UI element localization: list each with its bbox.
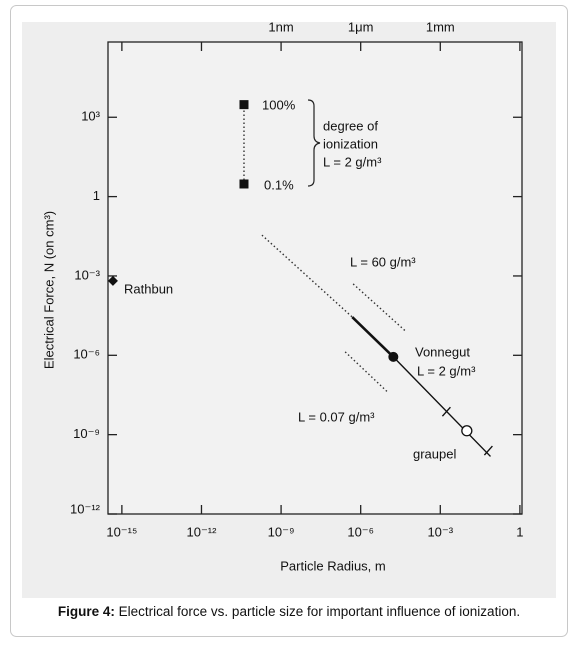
point-label: Vonnegut	[415, 344, 470, 359]
line-segment	[392, 356, 492, 457]
x2-tick-label: 1nm	[268, 19, 293, 34]
x-tick-label: 10⁻¹⁵	[106, 524, 137, 539]
y-tick-label: 10⁻¹²	[70, 501, 101, 516]
y-tick-label: 1	[93, 188, 100, 203]
y-axis-label: Electrical Force, N (on cm³)	[41, 211, 56, 369]
circle-marker	[461, 425, 473, 437]
y-tick-label: 10⁻³	[74, 267, 100, 282]
brace	[307, 99, 321, 187]
annotation: L = 2 g/m³	[417, 363, 476, 378]
circle-marker	[388, 351, 399, 362]
line-tick	[483, 445, 493, 456]
line-segment	[351, 316, 395, 358]
x-tick-label: 1	[516, 524, 523, 539]
x2-tick-label: 1mm	[426, 19, 455, 34]
x2-tick-label: 1μm	[348, 19, 374, 34]
point-label: 0.1%	[264, 177, 294, 192]
annotation: L = 2 g/m³	[323, 154, 382, 169]
point-label: graupel	[413, 446, 456, 461]
line-tick	[441, 406, 451, 417]
x-tick-label: 10⁻⁶	[347, 524, 374, 539]
line-segment	[261, 234, 353, 318]
y-tick-label: 10⁻⁹	[73, 426, 100, 441]
annotation: L = 60 g/m³	[350, 254, 416, 269]
point-label: Rathbun	[124, 281, 173, 296]
caption-label: Figure 4:	[58, 604, 115, 619]
y-tick-label: 10³	[81, 109, 100, 124]
caption: Figure 4: Electrical force vs. particle …	[58, 604, 520, 619]
annotation: ionization	[323, 136, 378, 151]
annotation: degree of	[323, 118, 378, 133]
y-tick-label: 10⁻⁶	[73, 347, 100, 362]
caption-text: Electrical force vs. particle size for i…	[115, 604, 520, 619]
x-tick-label: 10⁻³	[427, 524, 453, 539]
x-tick-label: 10⁻⁹	[268, 524, 295, 539]
plot-frame	[107, 41, 523, 515]
square-marker	[239, 179, 249, 189]
x-tick-label: 10⁻¹²	[186, 524, 217, 539]
square-marker	[239, 100, 249, 110]
point-label: 100%	[262, 97, 296, 112]
x-axis-label: Particle Radius, m	[280, 558, 385, 573]
annotation: L = 0.07 g/m³	[298, 409, 375, 424]
line-segment	[344, 351, 388, 393]
diamond-marker	[107, 275, 118, 286]
